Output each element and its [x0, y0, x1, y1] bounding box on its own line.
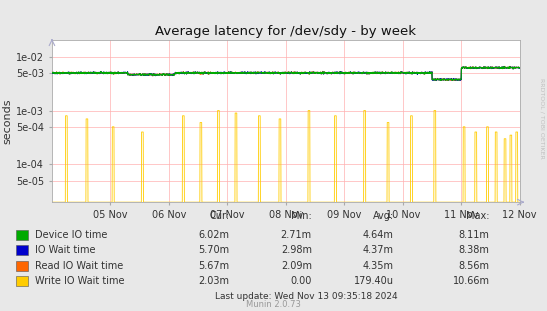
Title: Average latency for /dev/sdy - by week: Average latency for /dev/sdy - by week [155, 25, 416, 38]
Text: 4.35m: 4.35m [363, 261, 394, 271]
Text: 10.66m: 10.66m [452, 276, 490, 286]
Text: IO Wait time: IO Wait time [35, 245, 96, 255]
Text: Min:: Min: [291, 211, 312, 221]
Text: Cur:: Cur: [210, 211, 230, 221]
Text: Munin 2.0.73: Munin 2.0.73 [246, 299, 301, 309]
Text: Read IO Wait time: Read IO Wait time [35, 261, 123, 271]
Y-axis label: seconds: seconds [2, 99, 12, 144]
Text: Max:: Max: [466, 211, 490, 221]
Text: Avg:: Avg: [373, 211, 394, 221]
Text: 8.11m: 8.11m [459, 230, 490, 240]
Text: 4.37m: 4.37m [363, 245, 394, 255]
Text: 2.09m: 2.09m [281, 261, 312, 271]
Text: 0.00: 0.00 [290, 276, 312, 286]
Text: 179.40u: 179.40u [354, 276, 394, 286]
Text: 2.71m: 2.71m [281, 230, 312, 240]
Text: 8.56m: 8.56m [458, 261, 490, 271]
Text: Device IO time: Device IO time [35, 230, 107, 240]
Text: 2.98m: 2.98m [281, 245, 312, 255]
Text: 8.38m: 8.38m [459, 245, 490, 255]
Text: 6.02m: 6.02m [199, 230, 230, 240]
Text: 4.64m: 4.64m [363, 230, 394, 240]
Text: Write IO Wait time: Write IO Wait time [35, 276, 125, 286]
Text: 5.70m: 5.70m [199, 245, 230, 255]
Text: Last update: Wed Nov 13 09:35:18 2024: Last update: Wed Nov 13 09:35:18 2024 [215, 292, 398, 300]
Text: 2.03m: 2.03m [199, 276, 230, 286]
Text: RRDTOOL / TOBI OETIKER: RRDTOOL / TOBI OETIKER [539, 78, 544, 159]
Text: 5.67m: 5.67m [199, 261, 230, 271]
